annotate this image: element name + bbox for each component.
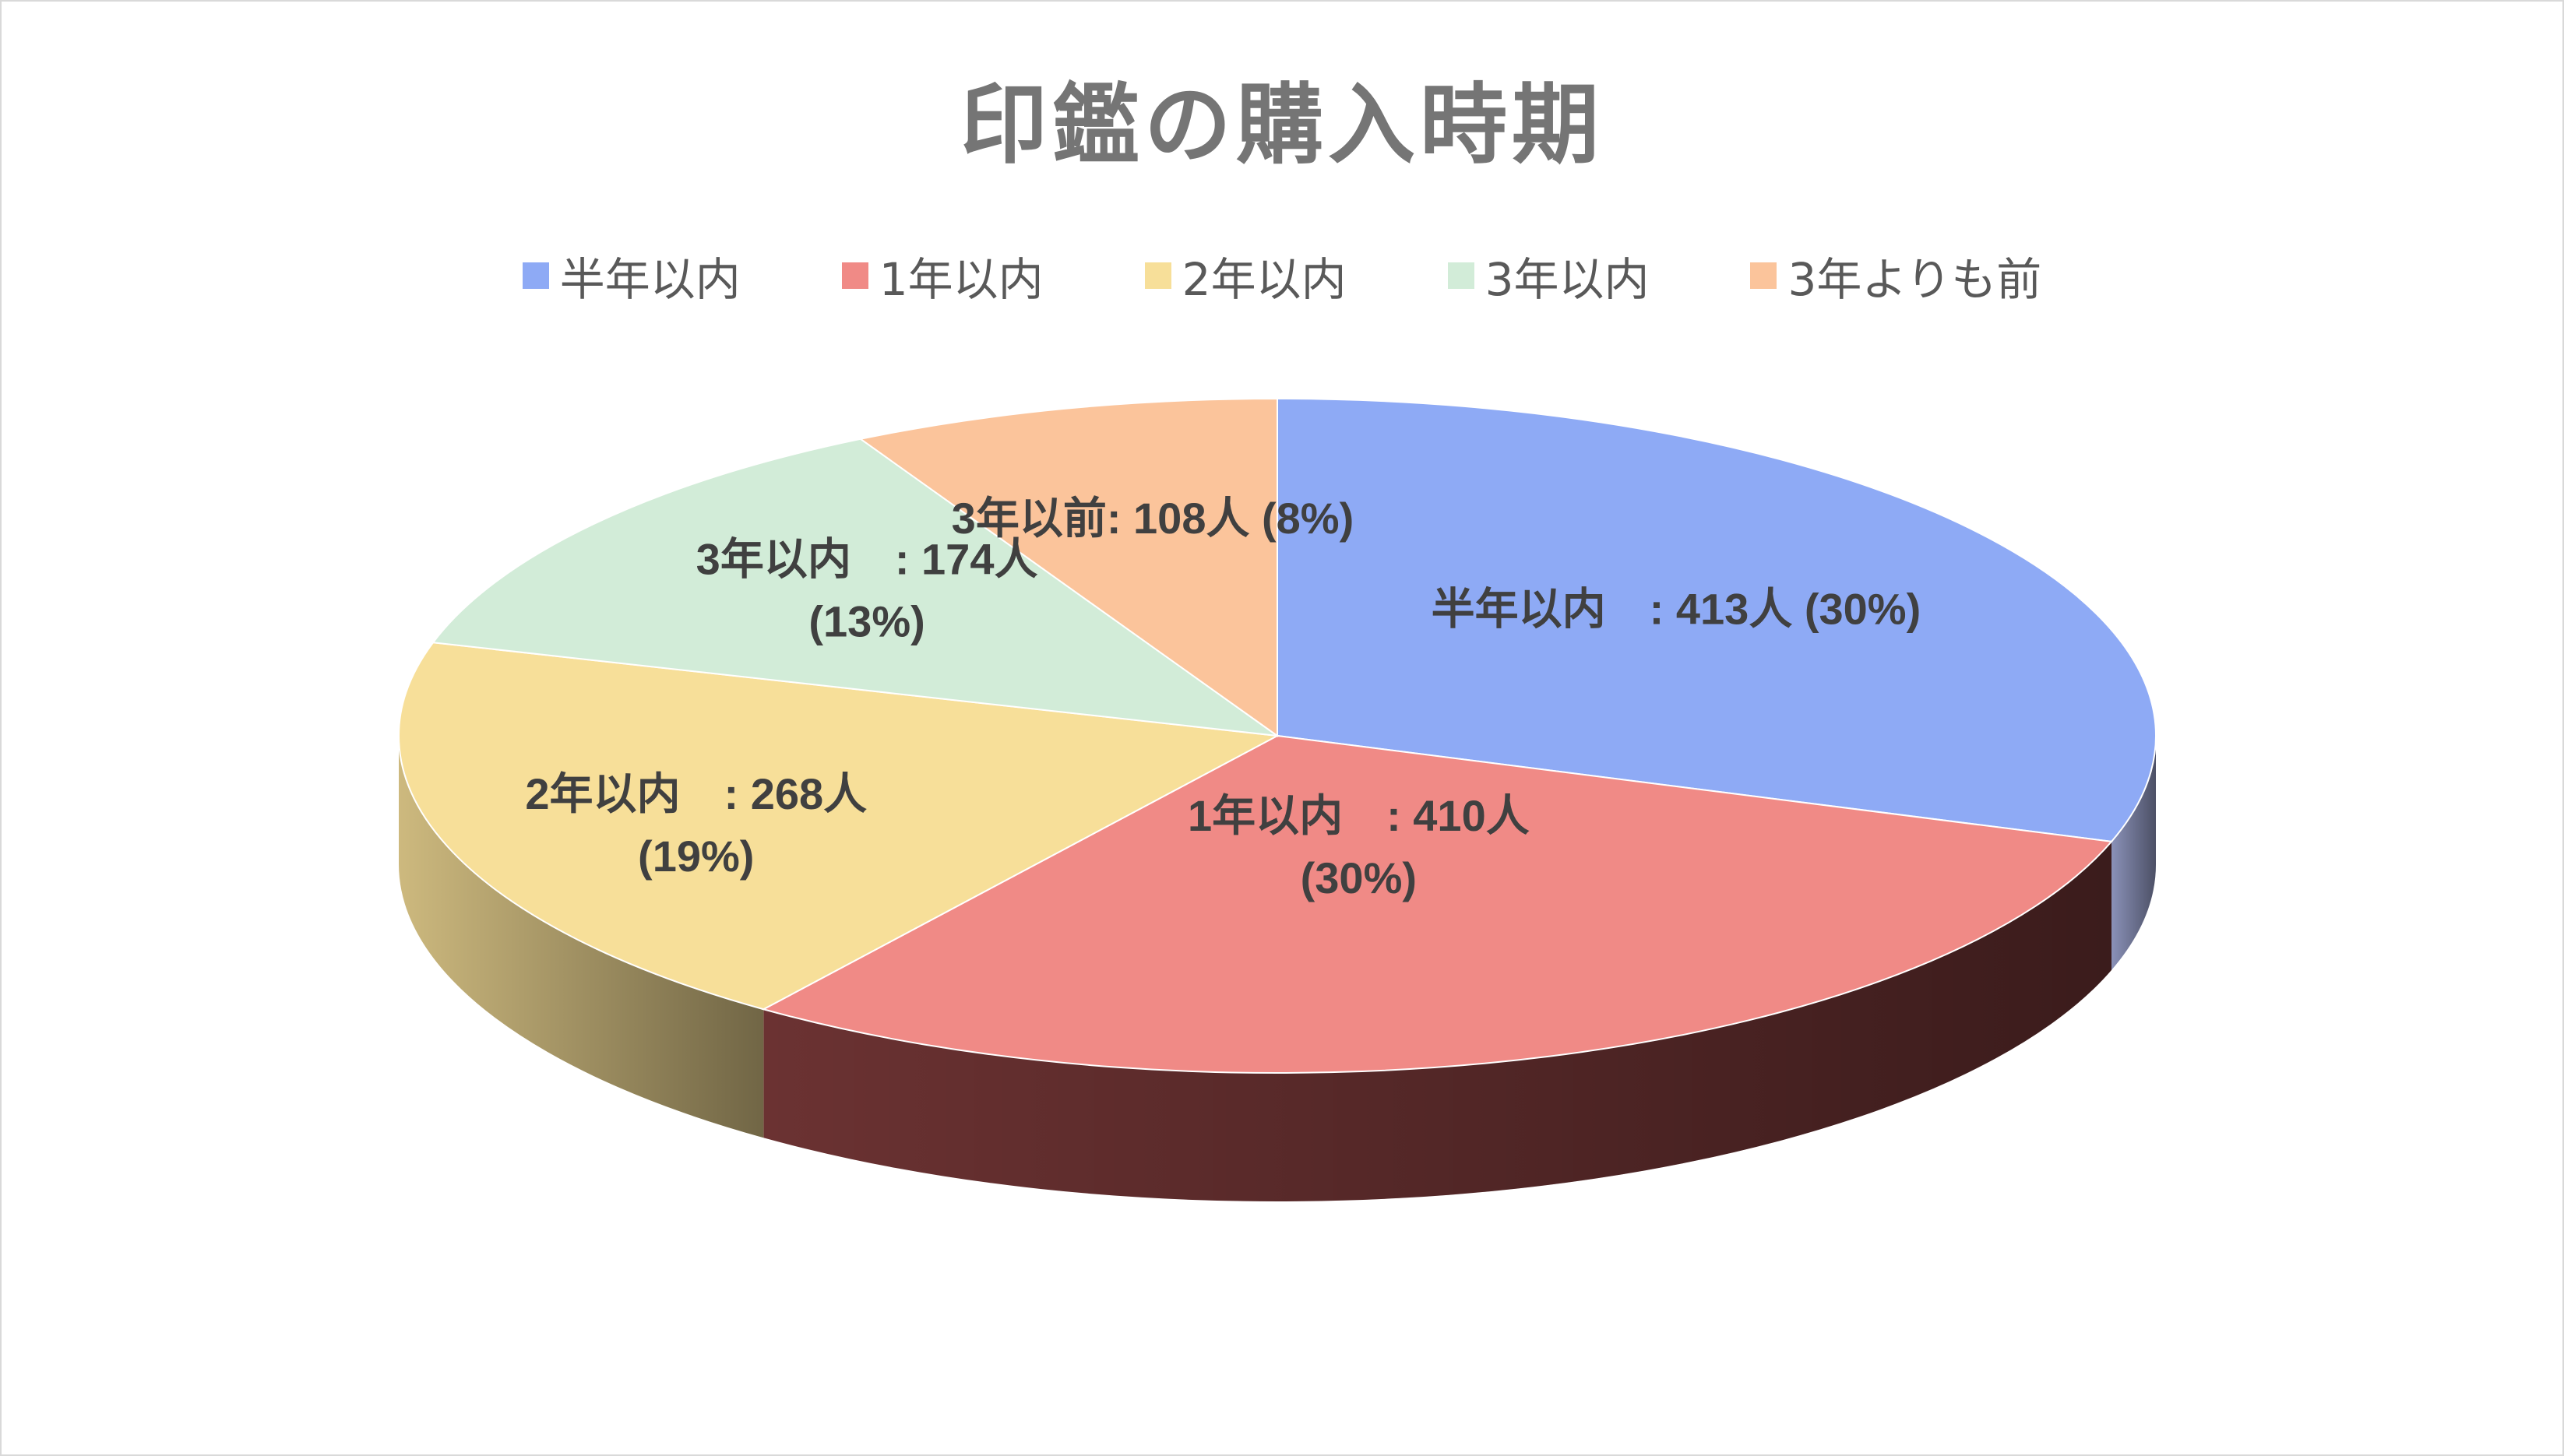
data-label-1-year: 1年以内 : 410人 (30%) <box>1188 791 1530 902</box>
pie-slice-3-year <box>431 438 1280 737</box>
pie-slice-1-year <box>761 734 2113 1074</box>
pie-slice-half-year <box>1277 397 2157 842</box>
data-label-line-2-year-0: 2年以内 : 268人 <box>525 769 867 818</box>
data-label-line-before-3-years-0: 3年以前: 108人 (8%) <box>952 494 1354 543</box>
data-label-line-3-year-1: (13%) <box>808 597 925 646</box>
data-label-line-1-year-0: 1年以内 : 410人 <box>1188 791 1530 840</box>
pie-slice-before-3-years <box>858 397 1278 737</box>
legend-swatch-3-year <box>1447 262 1474 289</box>
chart-legend: 半年以内 1年以内 2年以内 3年以内 3年よりも前 <box>0 243 2564 308</box>
legend-label-1-year: 1年以内 <box>879 253 1044 306</box>
data-label-half-year: 半年以内 : 413人 (30%) <box>1432 585 1921 634</box>
data-label-line-1-year-1: (30%) <box>1301 853 1417 902</box>
data-label-3-year: 3年以内 : 174人 (13%) <box>696 535 1038 646</box>
data-label-before-3-years: 3年以前: 108人 (8%) <box>952 494 1354 543</box>
pie-sides <box>398 736 2156 1201</box>
pie-side-shade-2-year <box>398 736 764 1138</box>
legend-label-3-year: 3年以内 <box>1485 253 1650 306</box>
data-label-2-year: 2年以内 : 268人 (19%) <box>525 769 867 881</box>
data-label-line-3-year-0: 3年以内 : 174人 <box>696 535 1038 584</box>
legend-swatch-half-year <box>522 262 549 289</box>
legend-item-3-year: 3年以内 <box>1447 243 1650 308</box>
pie-slices <box>398 397 2157 1074</box>
legend-swatch-2-year <box>1144 262 1171 289</box>
legend-item-1-year: 1年以内 <box>841 243 1044 308</box>
legend-swatch-1-year <box>841 262 868 289</box>
pie-side-shade-half-year <box>2111 736 2156 970</box>
data-label-line-half-year-0: 半年以内 : 413人 (30%) <box>1432 585 1921 634</box>
legend-item-before-3-years: 3年よりも前 <box>1750 243 2041 308</box>
data-label-line-2-year-1: (19%) <box>638 832 754 881</box>
legend-label-2-year: 2年以内 <box>1182 253 1347 306</box>
pie-data-labels: 半年以内 : 413人 (30%) 1年以内 : 410人 (30%) 2年以内 : … <box>525 494 1921 902</box>
pie-slice-2-year <box>398 642 1280 1011</box>
legend-label-before-3-years: 3年よりも前 <box>1787 253 2042 306</box>
chart-title: 印鑑の購入時期 <box>960 75 1604 176</box>
legend-label-half-year: 半年以内 <box>559 253 741 306</box>
legend-swatch-before-3-years <box>1750 262 1777 289</box>
legend-item-half-year: 半年以内 <box>522 243 741 308</box>
legend-item-2-year: 2年以内 <box>1144 243 1347 308</box>
pie-side-shade-1-year <box>763 841 2112 1201</box>
